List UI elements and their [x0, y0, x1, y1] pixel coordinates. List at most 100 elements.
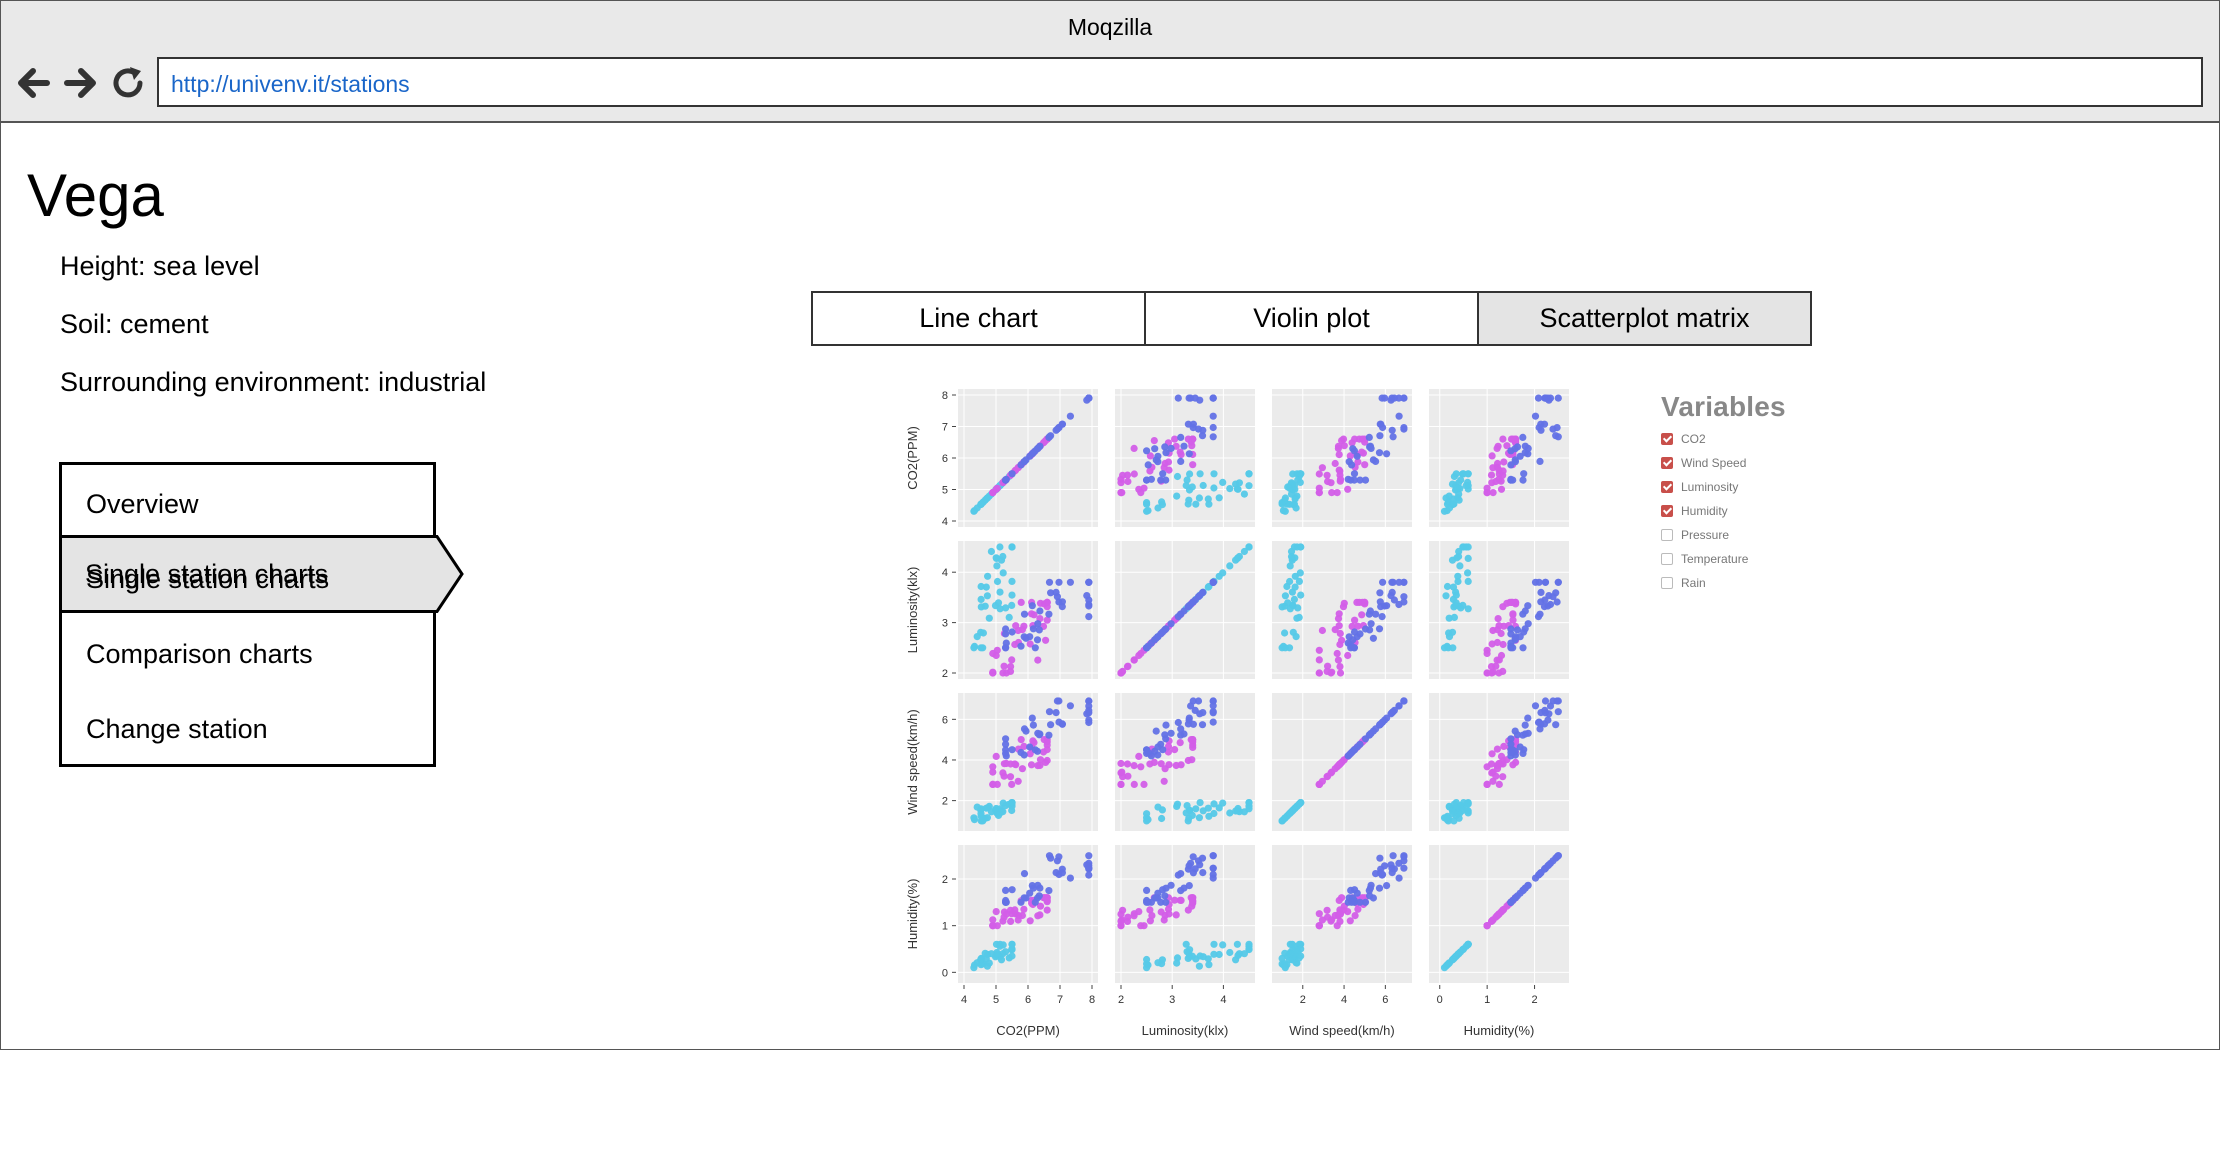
menu-item-overview[interactable]: Overview [62, 465, 433, 540]
tab-violin-plot[interactable]: Violin plot [1146, 293, 1479, 344]
data-point [1335, 451, 1343, 459]
data-point [1020, 457, 1029, 465]
data-point [996, 543, 1004, 551]
data-point [1165, 910, 1173, 918]
data-point [1354, 622, 1362, 630]
data-point [999, 769, 1007, 777]
data-point [982, 804, 990, 812]
data-point [1209, 578, 1217, 586]
data-point [1296, 478, 1304, 486]
checkbox[interactable] [1661, 457, 1673, 469]
data-point [1354, 905, 1362, 913]
tab-line-chart[interactable]: Line chart [813, 293, 1146, 344]
address-bar[interactable]: http://univenv.it/stations [157, 57, 2203, 107]
data-point [1204, 583, 1212, 591]
data-point [1162, 721, 1170, 729]
data-point [1395, 859, 1403, 867]
data-point [1188, 952, 1196, 960]
data-point [1026, 640, 1034, 648]
checkbox[interactable] [1661, 505, 1673, 517]
data-point [1143, 886, 1151, 895]
data-point [1130, 762, 1138, 770]
data-point [1359, 449, 1367, 457]
checkbox[interactable] [1661, 577, 1673, 589]
checkbox[interactable] [1661, 433, 1673, 445]
data-point [1524, 444, 1532, 452]
data-point [1487, 471, 1496, 479]
data-point [1185, 714, 1193, 722]
data-point [1488, 917, 1496, 925]
data-point [1219, 569, 1227, 577]
data-point [1036, 911, 1044, 919]
data-point [1157, 476, 1165, 484]
menu-item-change-station[interactable]: Change station [62, 690, 433, 765]
data-point [1336, 475, 1345, 483]
checkbox[interactable] [1661, 481, 1673, 493]
forward-arrow-icon[interactable] [61, 63, 101, 103]
data-point [973, 633, 981, 641]
data-point [1442, 494, 1450, 502]
data-point [1002, 735, 1010, 743]
back-arrow-icon[interactable] [13, 63, 53, 103]
data-point [1066, 578, 1074, 586]
data-point [1188, 442, 1196, 450]
data-point [1031, 644, 1039, 652]
y-axis-label: Wind speed(km/h) [905, 709, 920, 814]
data-point [1226, 562, 1234, 570]
data-point [1029, 625, 1037, 633]
data-point [1189, 420, 1197, 428]
data-point [1167, 444, 1175, 452]
data-point [1124, 772, 1132, 780]
checkbox[interactable] [1661, 529, 1673, 541]
data-point [1524, 881, 1532, 889]
menu-item-label: Change station [86, 714, 268, 744]
data-point [1083, 861, 1091, 869]
data-point [1448, 556, 1457, 564]
data-point [1460, 470, 1468, 478]
data-point [1028, 602, 1036, 610]
data-point [1194, 697, 1203, 705]
data-point [1440, 644, 1449, 652]
data-point [1507, 630, 1515, 638]
data-point [1167, 881, 1175, 889]
data-point [1291, 583, 1299, 591]
data-point [977, 582, 985, 591]
data-point [1488, 769, 1496, 777]
data-point [1189, 736, 1197, 744]
data-point [1290, 543, 1298, 551]
tab-scatterplot-matrix[interactable]: Scatterplot matrix [1479, 293, 1810, 344]
data-point [1035, 892, 1043, 900]
data-point [1172, 911, 1180, 919]
data-point [1524, 729, 1532, 737]
data-point [1233, 940, 1241, 948]
data-point [1493, 638, 1501, 647]
reload-icon[interactable] [108, 63, 148, 103]
data-point [1066, 412, 1074, 420]
data-point [1336, 629, 1344, 638]
data-point [1209, 709, 1217, 717]
data-point [1020, 905, 1028, 913]
data-point [1085, 600, 1093, 609]
data-point [1524, 602, 1532, 610]
data-point [1492, 662, 1500, 670]
data-point [1544, 716, 1552, 724]
data-point [1143, 964, 1151, 972]
data-point [1157, 898, 1165, 906]
menu-item-comparison-charts[interactable]: Comparison charts [62, 615, 433, 690]
data-point [1232, 556, 1240, 564]
data-point [1173, 800, 1182, 808]
data-point [1395, 702, 1403, 710]
x-tick-label: 2 [1531, 994, 1537, 1006]
data-point [1008, 780, 1016, 788]
menu-item-single-station-charts[interactable]: Single station charts [62, 540, 433, 615]
data-point [1366, 892, 1374, 900]
data-point [1400, 852, 1408, 860]
data-point [1554, 697, 1562, 705]
splom-cell-3-3 [1429, 845, 1569, 983]
data-point [1020, 725, 1029, 733]
station-environment: Surrounding environment: industrial [60, 367, 487, 397]
data-point [1531, 578, 1540, 586]
checkbox[interactable] [1661, 553, 1673, 565]
data-point [1047, 721, 1055, 729]
data-point [1318, 777, 1326, 785]
